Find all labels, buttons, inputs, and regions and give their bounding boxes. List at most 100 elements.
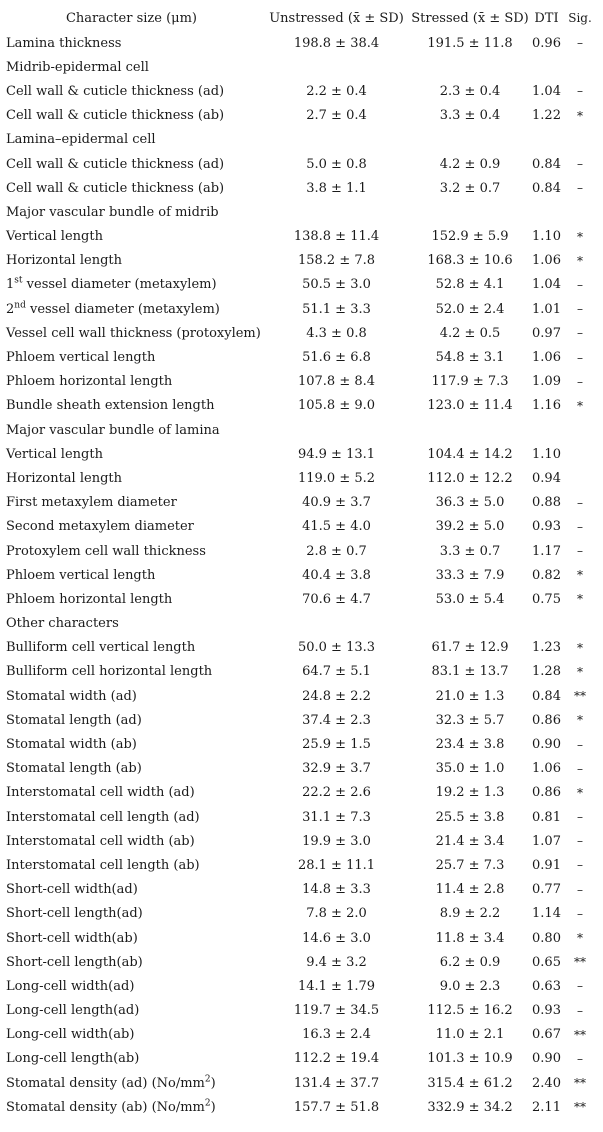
table-row: Stomatal density (ad) (No/mm2) 131.4 ± 37… xyxy=(0,1071,603,1095)
cell-stressed: 117.9 ± 7.3 xyxy=(431,374,509,390)
cell-character-name: 2nd vessel diameter (metaxylem) xyxy=(6,300,220,317)
section-header-row: Lamina–epidermal cell xyxy=(0,128,603,152)
cell-unstressed: 19.9 ± 3.0 xyxy=(302,833,371,849)
cell-significance: ** xyxy=(574,1076,586,1091)
cell-dti: 2.11 xyxy=(532,1099,561,1115)
section-header-row: Midrib-epidermal cell xyxy=(0,55,603,79)
cell-dti: 1.28 xyxy=(532,664,561,680)
cell-character-name: Bundle sheath extension length xyxy=(6,398,215,414)
cell-significance: * xyxy=(577,108,583,123)
cell-significance: – xyxy=(577,302,583,317)
cell-character-name: Lamina thickness xyxy=(6,35,122,51)
table-row: 2nd vessel diameter (metaxylem) 51.1 ± 3.… xyxy=(0,297,603,321)
cell-character-name: Major vascular bundle of lamina xyxy=(6,422,220,438)
cell-stressed: 21.0 ± 1.3 xyxy=(435,688,505,704)
cell-dti: 0.88 xyxy=(532,495,561,511)
cell-character-name: Interstomatal cell length (ad) xyxy=(6,809,200,825)
cell-character-name: Vertical length xyxy=(6,229,103,245)
cell-dti: 0.91 xyxy=(532,857,561,873)
cell-character-name: Protoxylem cell wall thickness xyxy=(6,543,206,559)
cell-dti: 1.06 xyxy=(532,761,561,777)
cell-stressed: 4.2 ± 0.9 xyxy=(439,156,501,172)
cell-dti: 1.10 xyxy=(532,229,561,245)
table-row: Vessel cell wall thickness (protoxylem) 4… xyxy=(0,321,603,345)
cell-stressed: 52.0 ± 2.4 xyxy=(435,301,505,317)
cell-stressed: 112.0 ± 12.2 xyxy=(427,470,513,486)
table-row: Cell wall & cuticle thickness (ad) 5.0 ± … xyxy=(0,152,603,176)
cell-significance: – xyxy=(577,495,583,510)
cell-unstressed: 105.8 ± 9.0 xyxy=(297,398,376,414)
cell-character-name: Long-cell length(ad) xyxy=(6,1003,140,1019)
cell-dti: 0.84 xyxy=(532,180,561,196)
cell-character-name: Midrib-epidermal cell xyxy=(6,59,149,75)
cell-significance: * xyxy=(577,640,583,655)
cell-unstressed: 157.7 ± 51.8 xyxy=(293,1099,380,1115)
header-unstressed: Unstressed (x̄ ± SD) xyxy=(269,10,404,26)
cell-significance: – xyxy=(577,737,583,752)
cell-character-name: Stomatal length (ab) xyxy=(6,761,142,777)
cell-unstressed: 138.8 ± 11.4 xyxy=(293,229,380,245)
cell-unstressed: 9.4 ± 3.2 xyxy=(306,954,367,970)
cell-stressed: 21.4 ± 3.4 xyxy=(435,833,505,849)
table-row: Phloem vertical length 40.4 ± 3.8 33.3 ± 7… xyxy=(0,563,603,587)
cell-dti: 1.06 xyxy=(532,350,561,366)
cell-character-name: Long-cell width(ab) xyxy=(6,1027,135,1043)
cell-stressed: 8.9 ± 2.2 xyxy=(439,906,501,922)
cell-significance: * xyxy=(577,398,583,413)
cell-stressed: 101.3 ± 10.9 xyxy=(427,1051,513,1067)
cell-dti: 1.04 xyxy=(532,277,561,293)
cell-stressed: 32.3 ± 5.7 xyxy=(435,712,505,728)
cell-unstressed: 94.9 ± 13.1 xyxy=(297,446,376,462)
cell-unstressed: 14.8 ± 3.3 xyxy=(302,882,371,898)
table-row: Stomatal width (ad) 24.8 ± 2.2 21.0 ± 1.3 0… xyxy=(0,684,603,708)
cell-significance: – xyxy=(577,810,583,825)
cell-character-name: Interstomatal cell width (ab) xyxy=(6,833,195,849)
cell-significance: * xyxy=(577,592,583,607)
cell-dti: 0.90 xyxy=(532,1051,561,1067)
cell-stressed: 25.7 ± 7.3 xyxy=(435,857,505,873)
cell-dti: 0.67 xyxy=(532,1027,561,1043)
cell-significance: – xyxy=(577,858,583,873)
table-row: Vertical length 138.8 ± 11.4 152.9 ± 5.9 1.… xyxy=(0,225,603,249)
cell-significance: ** xyxy=(574,1027,586,1042)
cell-stressed: 168.3 ± 10.6 xyxy=(427,253,513,269)
cell-unstressed: 198.8 ± 38.4 xyxy=(293,35,380,51)
cell-unstressed: 41.5 ± 4.0 xyxy=(302,519,371,535)
table-row: Long-cell length(ab) 112.2 ± 19.4 101.3 ± … xyxy=(0,1047,603,1071)
cell-dti: 0.81 xyxy=(532,809,561,825)
cell-significance: – xyxy=(577,374,583,389)
cell-character-name: Vessel cell wall thickness (protoxylem) xyxy=(6,325,261,341)
cell-character-name: Other characters xyxy=(6,616,119,632)
cell-stressed: 33.3 ± 7.9 xyxy=(435,567,505,583)
cell-stressed: 52.8 ± 4.1 xyxy=(435,277,505,293)
cell-stressed: 3.3 ± 0.4 xyxy=(439,108,501,124)
cell-character-name: Phloem vertical length xyxy=(6,567,156,583)
cell-unstressed: 50.0 ± 13.3 xyxy=(297,640,376,656)
cell-dti: 1.14 xyxy=(532,906,561,922)
cell-dti: 0.65 xyxy=(532,954,561,970)
table-row: Phloem vertical length 51.6 ± 6.8 54.8 ± 3… xyxy=(0,345,603,369)
cell-stressed: 332.9 ± 34.2 xyxy=(427,1099,513,1115)
cell-dti: 0.75 xyxy=(532,591,561,607)
cell-stressed: 39.2 ± 5.0 xyxy=(435,519,505,535)
cell-unstressed: 3.8 ± 1.1 xyxy=(306,180,367,196)
cell-unstressed: 28.1 ± 11.1 xyxy=(297,857,376,873)
table-row: Cell wall & cuticle thickness (ab) 3.8 ± … xyxy=(0,176,603,200)
cell-dti: 0.93 xyxy=(532,1003,561,1019)
cell-character-name: Horizontal length xyxy=(6,470,122,486)
cell-significance: – xyxy=(577,906,583,921)
table-row: Bulliform cell horizontal length 64.7 ± 5… xyxy=(0,660,603,684)
cell-significance: * xyxy=(577,931,583,946)
table-row: Stomatal length (ad) 37.4 ± 2.3 32.3 ± 5.7… xyxy=(0,708,603,732)
cell-character-name: 1st vessel diameter (metaxylem) xyxy=(6,276,217,293)
cell-dti: 2.40 xyxy=(532,1075,561,1091)
cell-character-name: Stomatal density (ad) (No/mm2) xyxy=(6,1074,216,1091)
cell-unstressed: 131.4 ± 37.7 xyxy=(293,1075,380,1091)
cell-unstressed: 31.1 ± 7.3 xyxy=(302,809,371,825)
table-row: Short-cell width(ad) 14.8 ± 3.3 11.4 ± 2.8… xyxy=(0,878,603,902)
cell-stressed: 36.3 ± 5.0 xyxy=(435,495,505,511)
table-row: First metaxylem diameter 40.9 ± 3.7 36.3 ±… xyxy=(0,491,603,515)
table-row: Stomatal length (ab) 32.9 ± 3.7 35.0 ± 1.0… xyxy=(0,757,603,781)
cell-stressed: 53.0 ± 5.4 xyxy=(435,591,505,607)
cell-dti: 0.93 xyxy=(532,519,561,535)
